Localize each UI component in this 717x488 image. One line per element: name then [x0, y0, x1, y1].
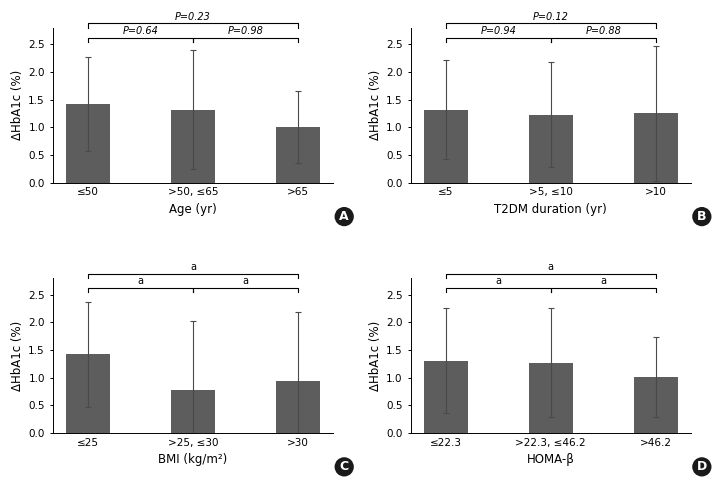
Bar: [424, 110, 467, 183]
X-axis label: BMI (kg/m²): BMI (kg/m²): [158, 453, 228, 466]
Text: P=0.88: P=0.88: [585, 26, 621, 36]
X-axis label: T2DM duration (yr): T2DM duration (yr): [495, 203, 607, 216]
Y-axis label: ΔHbA1c (%): ΔHbA1c (%): [369, 70, 381, 141]
Bar: [66, 103, 110, 183]
Bar: [424, 361, 467, 433]
Text: C: C: [340, 460, 348, 473]
Text: P=0.64: P=0.64: [123, 26, 158, 36]
Bar: [634, 114, 678, 183]
Text: P=0.12: P=0.12: [533, 12, 569, 22]
Bar: [528, 115, 573, 183]
Text: D: D: [697, 460, 707, 473]
Text: a: a: [242, 276, 249, 286]
Text: a: a: [138, 276, 143, 286]
Y-axis label: ΔHbA1c (%): ΔHbA1c (%): [11, 70, 24, 141]
Bar: [276, 382, 320, 433]
Text: P=0.23: P=0.23: [175, 12, 211, 22]
X-axis label: Age (yr): Age (yr): [169, 203, 217, 216]
Bar: [66, 354, 110, 433]
Text: a: a: [548, 262, 554, 272]
Text: A: A: [339, 210, 349, 223]
Text: P=0.94: P=0.94: [480, 26, 516, 36]
Bar: [528, 363, 573, 433]
Text: a: a: [495, 276, 501, 286]
X-axis label: HOMA-β: HOMA-β: [527, 453, 575, 466]
Text: a: a: [600, 276, 607, 286]
Text: P=0.98: P=0.98: [228, 26, 264, 36]
Bar: [171, 390, 215, 433]
Text: a: a: [190, 262, 196, 272]
Bar: [634, 377, 678, 433]
Text: B: B: [697, 210, 706, 223]
Bar: [276, 127, 320, 183]
Bar: [171, 110, 215, 183]
Y-axis label: ΔHbA1c (%): ΔHbA1c (%): [11, 320, 24, 390]
Y-axis label: ΔHbA1c (%): ΔHbA1c (%): [369, 320, 381, 390]
